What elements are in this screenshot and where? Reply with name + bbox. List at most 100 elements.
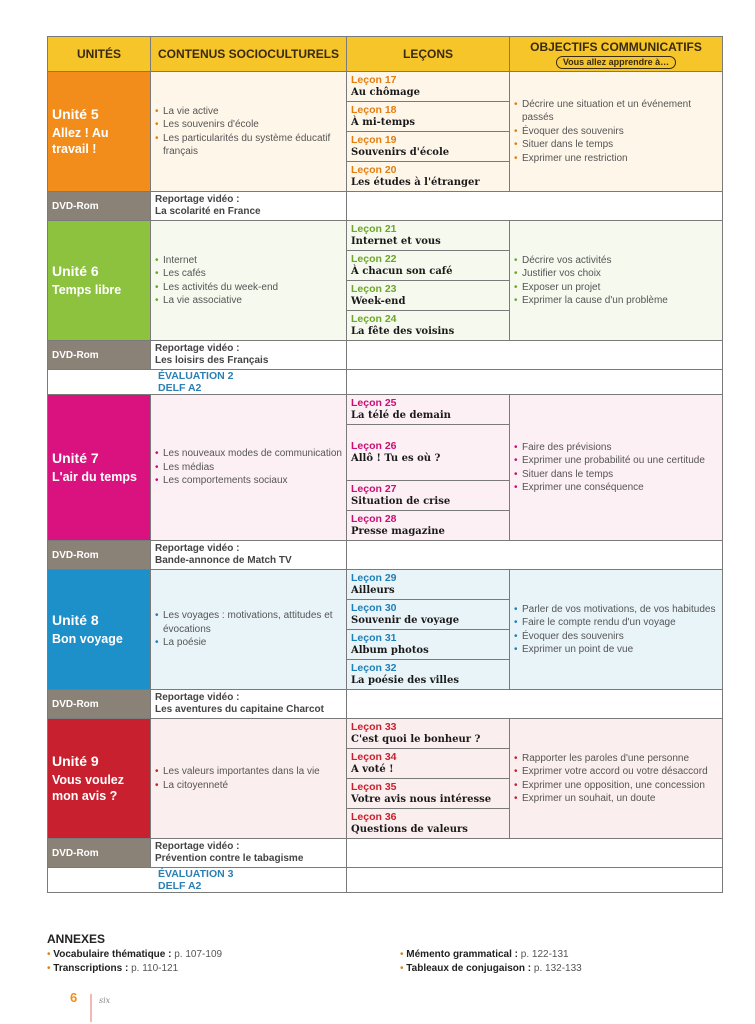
video-report-cell: Reportage vidéo : Bande-annonce de Match … <box>150 540 347 570</box>
lesson-cell: Leçon 26 Allô ! Tu es où ? <box>346 424 510 481</box>
video-report-subject: La scolarité en France <box>155 206 261 217</box>
delf-label: DELF A2 <box>158 880 202 892</box>
video-report-title: Reportage vidéo : <box>155 343 240 354</box>
lesson-number: Leçon 31 <box>351 632 397 644</box>
unit-cell: Unité 9 Vous voulez mon avis ? <box>47 718 151 839</box>
lesson-number: Leçon 34 <box>351 751 397 763</box>
unit-cell: Unité 5 Allez ! Au travail ! <box>47 71 151 192</box>
annexes-title: ANNEXES <box>47 932 106 946</box>
unit-number: Unité 7 <box>52 450 99 466</box>
objectives-cell: Faire des prévisionsExprimer une probabi… <box>509 394 723 541</box>
contents-item: Les souvenirs d'école <box>155 118 342 132</box>
lesson-cell: Leçon 31 Album photos <box>346 629 510 660</box>
evaluation-cell: ÉVALUATION 3DELF A2 <box>47 867 347 893</box>
lesson-title: C'est quoi le bonheur ? <box>351 733 481 745</box>
dvd-row: DVD-Rom Reportage vidéo : La scolarité en … <box>47 191 723 221</box>
video-report-cell: Reportage vidéo : Les aventures du capita… <box>150 689 347 719</box>
objective-item: Évoquer des souvenirs <box>514 630 718 644</box>
objectives-list: Décrire vos activitésJustifier vos choix… <box>514 254 718 308</box>
evaluation-row: ÉVALUATION 2DELF A2 <box>47 369 723 395</box>
video-report-cell: Reportage vidéo : La scolarité en France <box>150 191 347 221</box>
video-report-subject: Bande-annonce de Match TV <box>155 555 292 566</box>
objective-item: Exposer un projet <box>514 281 718 295</box>
lesson-title: La fête des voisins <box>351 325 455 337</box>
objectives-list: Décrire une situation et un événement pa… <box>514 98 718 166</box>
unit-number: Unité 9 <box>52 753 99 769</box>
lesson-row: Leçon 27 Situation de crise <box>48 480 723 511</box>
objectives-list: Faire des prévisionsExprimer une probabi… <box>514 441 718 495</box>
lesson-cell: Leçon 24 La fête des voisins <box>346 310 510 341</box>
objectives-cell: Décrire une situation et un événement pa… <box>509 71 723 192</box>
objective-item: Évoquer des souvenirs <box>514 125 718 139</box>
unit-name: Vous voulez mon avis ? <box>52 773 125 803</box>
dvd-empty-cell <box>346 540 723 570</box>
lesson-cell: Leçon 33 C'est quoi le bonheur ? <box>346 718 510 749</box>
dvd-row: DVD-Rom Reportage vidéo : Bande-annonce de… <box>47 540 723 570</box>
contents-list: Les nouveaux modes de communicationLes m… <box>155 447 342 488</box>
unit-cell: Unité 8 Bon voyage <box>47 569 151 690</box>
unit-name: Allez ! Au travail ! <box>52 126 109 156</box>
contents-list: InternetLes cafésLes activités du week-e… <box>155 254 342 308</box>
contents-item: La vie associative <box>155 294 342 308</box>
lesson-title: Souvenirs d'école <box>351 146 450 158</box>
lesson-cell: Leçon 23 Week-end <box>346 280 510 311</box>
contents-list: La vie activeLes souvenirs d'écoleLes pa… <box>155 105 342 159</box>
lesson-number: Leçon 27 <box>351 483 397 495</box>
page-number: 6 <box>70 990 78 1005</box>
lesson-number: Leçon 21 <box>351 223 397 235</box>
video-report-title: Reportage vidéo : <box>155 692 240 703</box>
contents-cell: La vie activeLes souvenirs d'écoleLes pa… <box>150 71 347 192</box>
lesson-cell: Leçon 28 Presse magazine <box>346 510 510 541</box>
evaluation-empty-cell <box>346 369 723 395</box>
lesson-title: Presse magazine <box>351 525 445 537</box>
objective-item: Rapporter les paroles d'une personne <box>514 752 718 766</box>
contents-list: Les valeurs importantes dans la vieLa ci… <box>155 765 342 792</box>
contents-item: La vie active <box>155 105 342 119</box>
unit-number: Unité 6 <box>52 263 99 279</box>
objective-item: Exprimer un point de vue <box>514 643 718 657</box>
lesson-title: Week-end <box>351 295 406 307</box>
video-report-title: Reportage vidéo : <box>155 194 240 205</box>
objectives-cell: Rapporter les paroles d'une personne Expr… <box>509 718 723 839</box>
lesson-cell: Leçon 30 Souvenir de voyage <box>346 599 510 630</box>
dvd-row: DVD-Rom Reportage vidéo : Les aventures du… <box>47 689 723 719</box>
objective-item: Exprimer une opposition, une concession <box>514 779 718 793</box>
video-report-subject: Les aventures du capitaine Charcot <box>155 704 324 715</box>
lesson-title: A voté ! <box>351 763 394 775</box>
lesson-title: Internet et vous <box>351 235 441 247</box>
contents-item: La poésie <box>155 636 342 650</box>
lesson-number: Leçon 26 <box>351 440 397 452</box>
lesson-cell: Leçon 25 La télé de demain <box>346 394 510 425</box>
lesson-row: Leçon 19 Souvenirs d'école <box>48 131 723 162</box>
lesson-number: Leçon 36 <box>351 811 397 823</box>
lesson-cell: Leçon 19 Souvenirs d'école <box>346 131 510 162</box>
dvd-label: DVD-Rom <box>47 191 151 221</box>
video-report-subject: Prévention contre le tabagisme <box>155 853 304 864</box>
lesson-cell: Leçon 35 Votre avis nous intéresse <box>346 778 510 809</box>
contents-item: Les nouveaux modes de communication <box>155 447 342 461</box>
lesson-row: Leçon 32 La poésie des villes <box>48 659 723 690</box>
objective-item: Exprimer un souhait, un doute <box>514 792 718 806</box>
lesson-number: Leçon 35 <box>351 781 397 793</box>
annex-item-transcriptions: • Transcriptions : p. 110-121 <box>47 963 179 974</box>
unit-number: Unité 8 <box>52 612 99 628</box>
lesson-cell: Leçon 22 À chacun son café <box>346 250 510 281</box>
video-report-cell: Reportage vidéo : Les loisirs des Françai… <box>150 340 347 370</box>
unit-cell: Unité 6 Temps libre <box>47 220 151 341</box>
lesson-row: Leçon 20 Les études à l'étranger <box>48 161 723 192</box>
lesson-title: Au chômage <box>351 86 420 98</box>
objectives-cell: Décrire vos activitésJustifier vos choix… <box>509 220 723 341</box>
lesson-cell: Leçon 20 Les études à l'étranger <box>346 161 510 192</box>
unit-name: L'air du temps <box>52 470 137 484</box>
evaluation-cell: ÉVALUATION 2DELF A2 <box>47 369 347 395</box>
lesson-number: Leçon 30 <box>351 602 397 614</box>
objective-item: Exprimer une probabilité ou une certitud… <box>514 454 718 468</box>
lesson-row: Leçon 34 A voté ! <box>48 748 723 779</box>
contents-item: La citoyenneté <box>155 779 342 793</box>
lesson-title: Allô ! Tu es où ? <box>351 452 441 464</box>
lesson-number: Leçon 25 <box>351 397 397 409</box>
lesson-number: Leçon 24 <box>351 313 397 325</box>
lesson-row: Leçon 22 À chacun son café <box>48 250 723 281</box>
dvd-label: DVD-Rom <box>47 689 151 719</box>
dvd-row: DVD-Rom Reportage vidéo : Les loisirs des … <box>47 340 723 370</box>
